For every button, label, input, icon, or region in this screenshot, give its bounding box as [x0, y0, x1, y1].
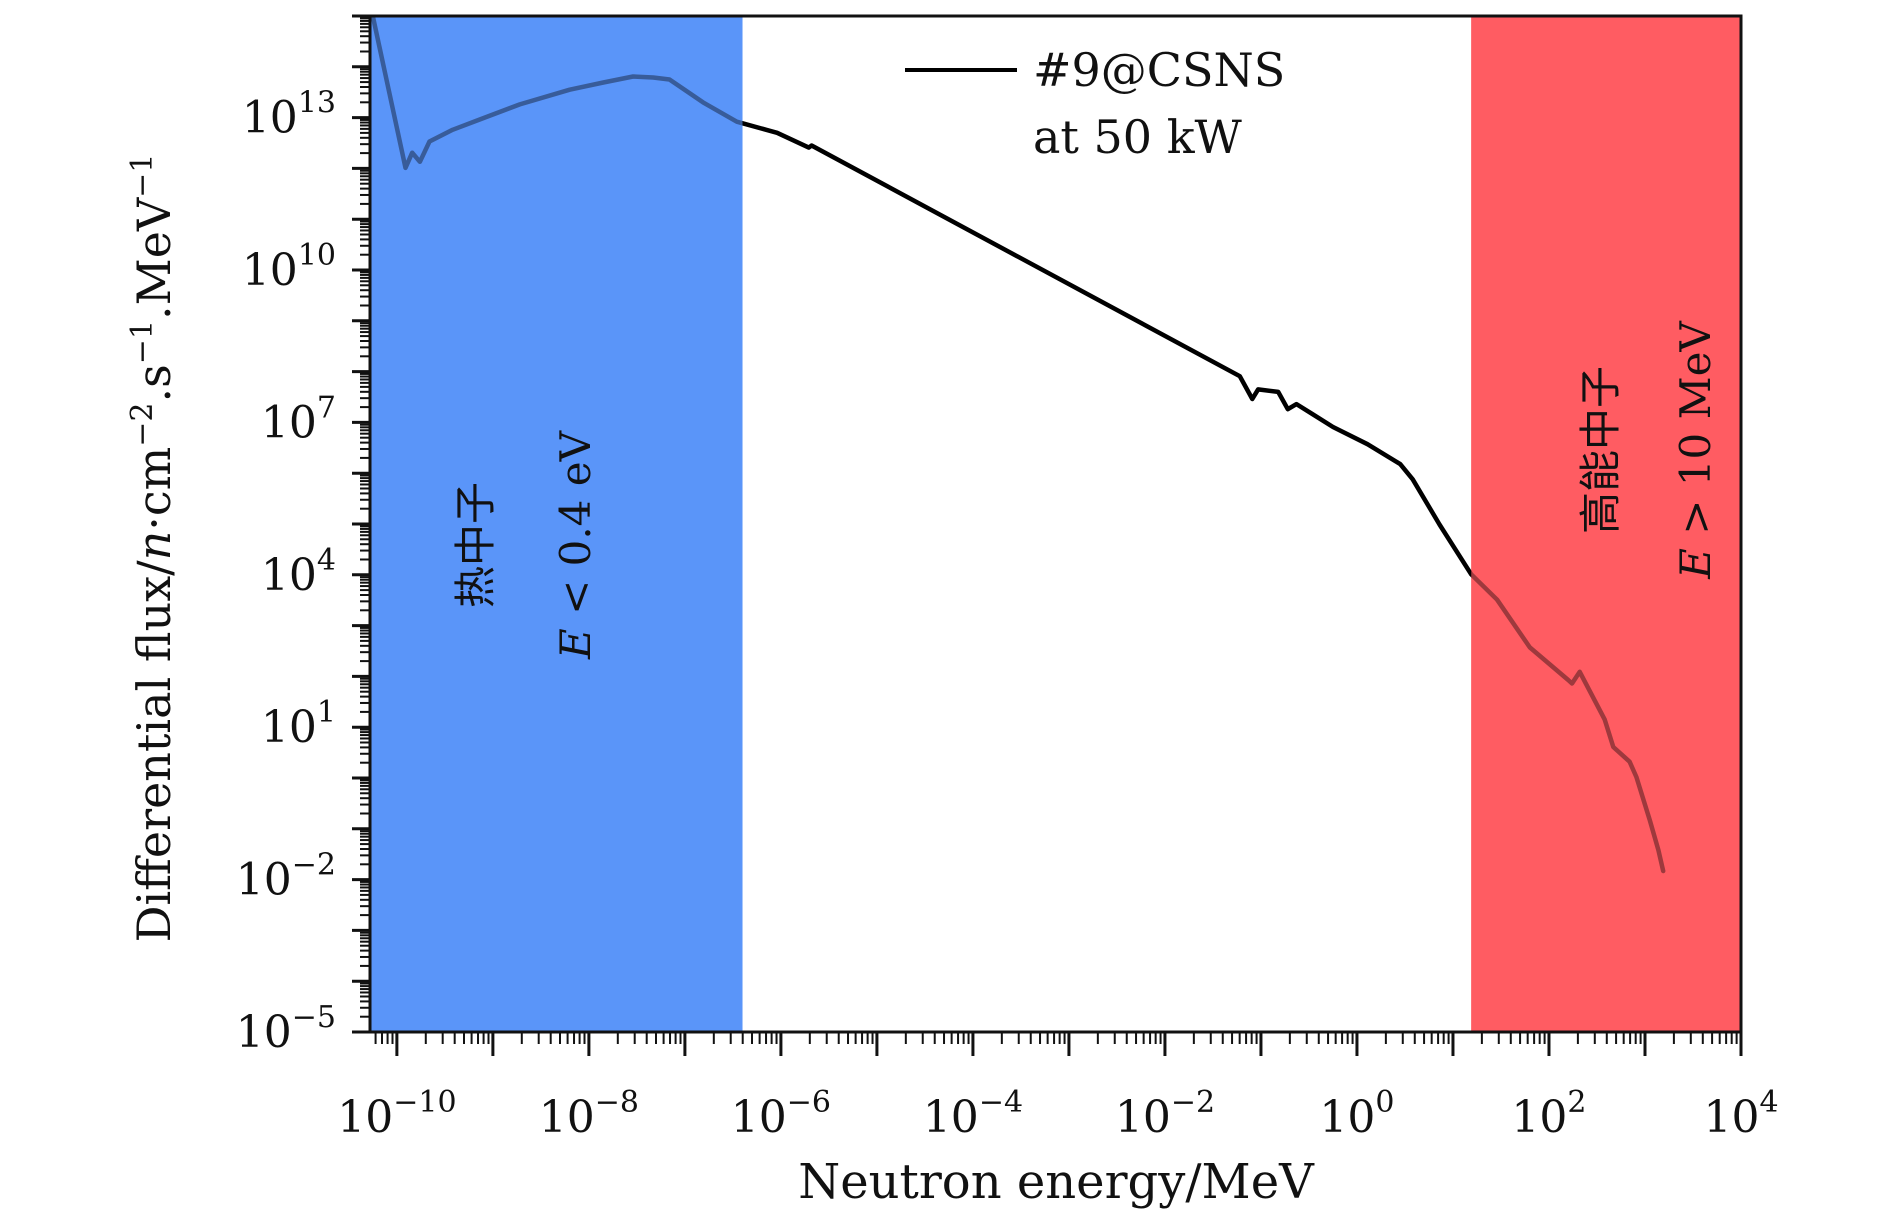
- y-title-exp3: −1: [125, 154, 160, 198]
- x-tick-label: 10−4: [923, 1085, 1023, 1143]
- y-tick-base: 10: [242, 245, 298, 296]
- thermal-region-overlay: [370, 16, 743, 1032]
- x-tick-base: 10: [923, 1092, 979, 1143]
- x-tick-label: 100: [1319, 1085, 1394, 1143]
- x-tick-label: 10−10: [337, 1085, 456, 1143]
- y-tick-label: 101: [261, 695, 336, 753]
- y-tick-base: 10: [261, 550, 317, 601]
- y-tick-exponent: −2: [292, 848, 336, 883]
- high-energy-condition-value: > 10 MeV: [1671, 321, 1720, 549]
- y-tick-base: 10: [261, 397, 317, 448]
- y-title-main: Differential flux/: [127, 560, 181, 943]
- thermal-region-label: 热中子: [451, 482, 500, 608]
- high-energy-region-label: 高能中子: [1576, 366, 1625, 534]
- high-energy-label-cn: 高能中子: [1576, 366, 1625, 534]
- x-tick-label: 104: [1703, 1085, 1778, 1143]
- x-tick-exponent: −2: [1171, 1085, 1215, 1120]
- x-tick-base: 10: [731, 1092, 787, 1143]
- x-tick-exponent: 4: [1759, 1085, 1778, 1120]
- y-tick-label: 1013: [242, 86, 336, 144]
- y-title-cm: ·cm: [127, 447, 181, 531]
- y-tick-exponent: 7: [317, 390, 336, 425]
- y-tick-label: 107: [261, 390, 336, 448]
- x-tick-base: 10: [337, 1092, 393, 1143]
- y-tick-base: 10: [242, 93, 298, 144]
- x-tick-exponent: 2: [1567, 1085, 1586, 1120]
- high-energy-condition-text: E > 10 MeV: [1671, 321, 1720, 580]
- y-tick-exponent: 1: [317, 695, 336, 730]
- x-tick-label: 102: [1511, 1085, 1586, 1143]
- energy-var: E: [551, 628, 600, 660]
- x-tick-base: 10: [1115, 1092, 1171, 1143]
- y-title-n: n: [127, 531, 181, 561]
- x-tick-label: 10−6: [731, 1085, 831, 1143]
- thermal-label-cn: 热中子: [451, 482, 500, 608]
- y-tick-exponent: 13: [298, 86, 336, 121]
- y-tick-base: 10: [236, 1007, 292, 1058]
- x-tick-exponent: −6: [787, 1085, 831, 1120]
- high-energy-region-overlay: [1471, 16, 1741, 1032]
- x-tick-exponent: −4: [979, 1085, 1023, 1120]
- y-axis-title: Differential flux/n·cm−2.s−1.MeV−1: [125, 154, 181, 943]
- y-tick-exponent: 10: [298, 238, 336, 273]
- thermal-condition-label: E < 0.4 eV: [551, 430, 600, 660]
- x-axis: 10−10 10−8 10−6 10−4 10−2 100 102 104: [337, 1032, 1779, 1143]
- x-tick-exponent: −8: [595, 1085, 639, 1120]
- y-tick-label: 1010: [242, 238, 336, 296]
- y-tick-label: 104: [261, 543, 336, 601]
- legend: #9@CSNS at 50 kW: [905, 43, 1285, 164]
- y-axis-title-text: Differential flux/n·cm−2.s−1.MeV−1: [125, 154, 181, 943]
- y-tick-label: 10−5: [236, 1000, 336, 1058]
- x-tick-base: 10: [1511, 1092, 1567, 1143]
- series-layer: [370, 16, 1741, 1032]
- x-tick-exponent: 0: [1375, 1085, 1394, 1120]
- y-title-exp1: −2: [125, 402, 160, 446]
- y-title-mev: .MeV: [127, 197, 181, 320]
- y-tick-exponent: 4: [317, 543, 336, 578]
- thermal-condition-text: E < 0.4 eV: [551, 430, 600, 660]
- y-tick-base: 10: [236, 855, 292, 906]
- y-tick-exponent: −5: [292, 1000, 336, 1035]
- y-title-s: .s: [127, 364, 181, 402]
- energy-var: E: [1671, 548, 1720, 580]
- y-tick-base: 10: [261, 702, 317, 753]
- high-energy-condition-label: E > 10 MeV: [1671, 321, 1720, 580]
- y-title-exp2: −1: [125, 320, 160, 364]
- x-tick-label: 10−2: [1115, 1085, 1215, 1143]
- x-tick-label: 10−8: [539, 1085, 639, 1143]
- x-tick-base: 10: [1319, 1092, 1375, 1143]
- x-tick-base: 10: [539, 1092, 595, 1143]
- legend-label-line1: #9@CSNS: [1033, 43, 1285, 97]
- x-tick-base: 10: [1703, 1092, 1759, 1143]
- thermal-condition-value: < 0.4 eV: [551, 430, 600, 628]
- x-tick-exponent: −10: [393, 1085, 456, 1120]
- y-tick-label: 10−2: [236, 848, 336, 906]
- legend-label-line2: at 50 kW: [1033, 110, 1243, 164]
- x-axis-title: Neutron energy/MeV: [798, 1154, 1315, 1210]
